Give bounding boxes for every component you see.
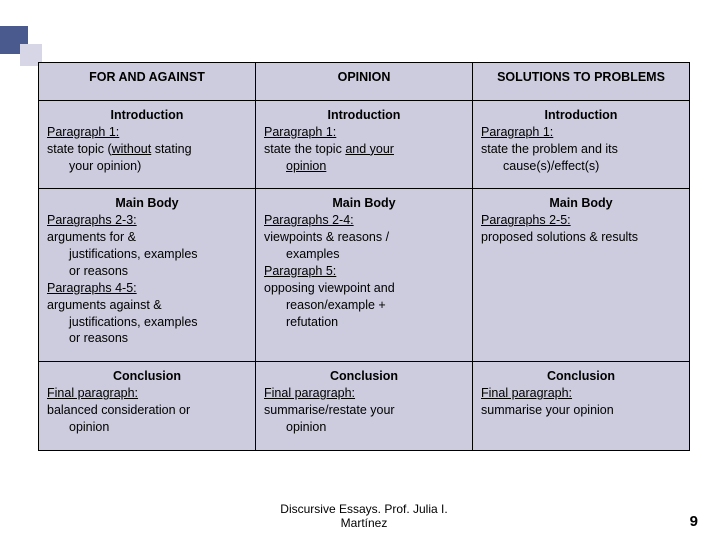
essay-structure-table: FOR AND AGAINST OPINION SOLUTIONS TO PRO… [38,62,690,451]
para-label: Paragraphs 4-5: [47,281,137,295]
footer-line2: Martínez [341,516,388,530]
table-row-conclusion: Conclusion Final paragraph: balanced con… [39,362,690,451]
section-title: Conclusion [47,368,247,385]
col-header-for-against: FOR AND AGAINST [39,63,256,101]
cell-text: state the topic and your [264,142,394,156]
cell-indent: opinion [264,419,464,436]
section-title: Main Body [481,195,681,212]
para-label: Paragraphs 2-3: [47,213,137,227]
cell-conclusion-solutions: Conclusion Final paragraph: summarise yo… [473,362,690,451]
section-title: Introduction [481,107,681,124]
cell-text: balanced consideration or [47,403,190,417]
col-header-solutions: SOLUTIONS TO PROBLEMS [473,63,690,101]
slide-content: FOR AND AGAINST OPINION SOLUTIONS TO PRO… [38,62,690,451]
cell-text: arguments against & [47,298,162,312]
cell-intro-solutions: Introduction Paragraph 1: state the prob… [473,100,690,189]
cell-intro-opinion: Introduction Paragraph 1: state the topi… [256,100,473,189]
section-title: Conclusion [264,368,464,385]
table-row-main-body: Main Body Paragraphs 2-3: arguments for … [39,189,690,362]
cell-indent: examples [264,246,464,263]
cell-text: proposed solutions & results [481,230,638,244]
para-label: Final paragraph: [481,386,572,400]
cell-body-opinion: Main Body Paragraphs 2-4: viewpoints & r… [256,189,473,362]
cell-text: summarise your opinion [481,403,614,417]
cell-indent: refutation [264,314,464,331]
cell-body-solutions: Main Body Paragraphs 2-5: proposed solut… [473,189,690,362]
para-label: Paragraphs 2-4: [264,213,354,227]
cell-text: viewpoints & reasons / [264,230,389,244]
cell-indent: justifications, examples [47,246,247,263]
table-row-introduction: Introduction Paragraph 1: state topic (w… [39,100,690,189]
cell-text: summarise/restate your [264,403,395,417]
cell-conclusion-for-against: Conclusion Final paragraph: balanced con… [39,362,256,451]
cell-text: state topic (without stating [47,142,192,156]
cell-body-for-against: Main Body Paragraphs 2-3: arguments for … [39,189,256,362]
section-title: Main Body [47,195,247,212]
footer-line1: Discursive Essays. Prof. Julia I. [280,502,447,516]
cell-indent: opinion [47,419,247,436]
cell-indent: opinion [264,158,464,175]
cell-conclusion-opinion: Conclusion Final paragraph: summarise/re… [256,362,473,451]
para-label: Paragraph 1: [47,125,119,139]
col-header-opinion: OPINION [256,63,473,101]
para-label: Paragraph 1: [481,125,553,139]
cell-indent: or reasons [47,263,247,280]
cell-text: opposing viewpoint and [264,281,395,295]
section-title: Introduction [47,107,247,124]
cell-indent: justifications, examples [47,314,247,331]
para-label: Paragraph 1: [264,125,336,139]
cell-indent: your opinion) [47,158,247,175]
para-label: Paragraphs 2-5: [481,213,571,227]
para-label: Final paragraph: [47,386,138,400]
cell-indent: cause(s)/effect(s) [481,158,681,175]
section-title: Conclusion [481,368,681,385]
cell-indent: or reasons [47,330,247,347]
cell-intro-for-against: Introduction Paragraph 1: state topic (w… [39,100,256,189]
section-title: Main Body [264,195,464,212]
cell-indent: reason/example + [264,297,464,314]
section-title: Introduction [264,107,464,124]
cell-text: state the problem and its [481,142,618,156]
page-number: 9 [690,513,698,530]
para-label: Final paragraph: [264,386,355,400]
slide-footer: Discursive Essays. Prof. Julia I. Martín… [0,502,728,530]
cell-text: arguments for & [47,230,136,244]
para-label: Paragraph 5: [264,264,336,278]
table-header-row: FOR AND AGAINST OPINION SOLUTIONS TO PRO… [39,63,690,101]
